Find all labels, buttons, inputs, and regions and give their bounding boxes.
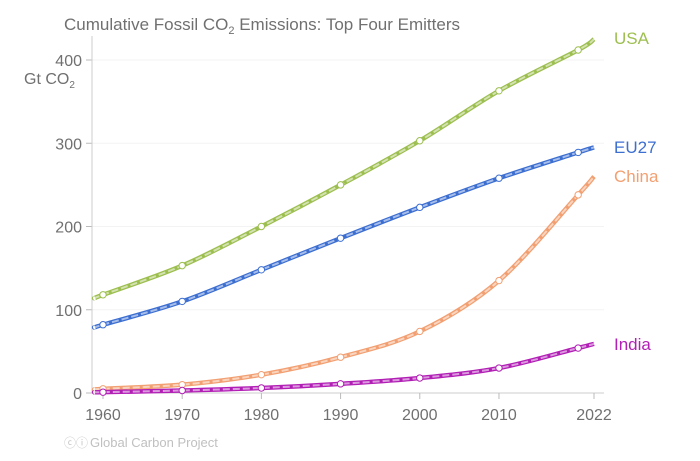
data-point xyxy=(257,222,266,231)
x-tick-label: 1980 xyxy=(244,407,280,424)
data-point xyxy=(574,191,582,199)
data-point xyxy=(336,353,345,361)
source-credit: ⓒⓘ Global Carbon Project xyxy=(64,435,218,450)
y-tick-label: 300 xyxy=(55,136,82,153)
y-tick-label: 0 xyxy=(73,386,82,403)
y-tick-label: 400 xyxy=(55,53,82,70)
data-point xyxy=(574,344,582,352)
x-tick-label: 1970 xyxy=(164,407,200,424)
data-point xyxy=(99,388,107,396)
data-point xyxy=(99,291,107,299)
data-point xyxy=(495,364,503,372)
data-point xyxy=(178,297,186,306)
series-label-india: India xyxy=(614,335,651,354)
data-point xyxy=(574,148,582,157)
x-tick-label: 1960 xyxy=(85,407,121,424)
data-point xyxy=(336,380,345,388)
data-point xyxy=(416,327,424,336)
x-tick-label: 2022 xyxy=(576,407,612,424)
data-point xyxy=(336,234,345,242)
data-point xyxy=(416,374,424,382)
data-point xyxy=(257,384,266,392)
data-point xyxy=(495,87,503,95)
chart-title: Cumulative Fossil CO2 Emissions: Top Fou… xyxy=(64,15,460,37)
data-point xyxy=(336,181,345,189)
data-point xyxy=(99,321,107,329)
y-axis-label: Gt CO2 xyxy=(24,71,75,91)
y-tick-label: 200 xyxy=(55,220,82,237)
data-point xyxy=(178,386,186,395)
cc-license-icon: ⓒⓘ xyxy=(64,436,88,450)
data-point xyxy=(495,276,503,285)
x-tick-label: 2000 xyxy=(402,407,438,424)
data-point xyxy=(574,46,582,54)
data-point xyxy=(257,266,266,274)
series-dash-india xyxy=(93,342,595,394)
data-point xyxy=(416,137,424,145)
data-point xyxy=(416,203,424,212)
data-point xyxy=(257,370,266,379)
series-label-usa: USA xyxy=(614,29,650,48)
series-label-china: China xyxy=(614,167,659,186)
x-tick-label: 2010 xyxy=(481,407,517,424)
source-label: Global Carbon Project xyxy=(90,435,218,450)
data-point xyxy=(178,261,186,270)
x-tick-label: 1990 xyxy=(323,407,359,424)
y-tick-label: 100 xyxy=(55,303,82,320)
series-dash-china xyxy=(93,175,595,391)
series-label-eu27: EU27 xyxy=(614,138,657,157)
data-point xyxy=(495,174,503,182)
